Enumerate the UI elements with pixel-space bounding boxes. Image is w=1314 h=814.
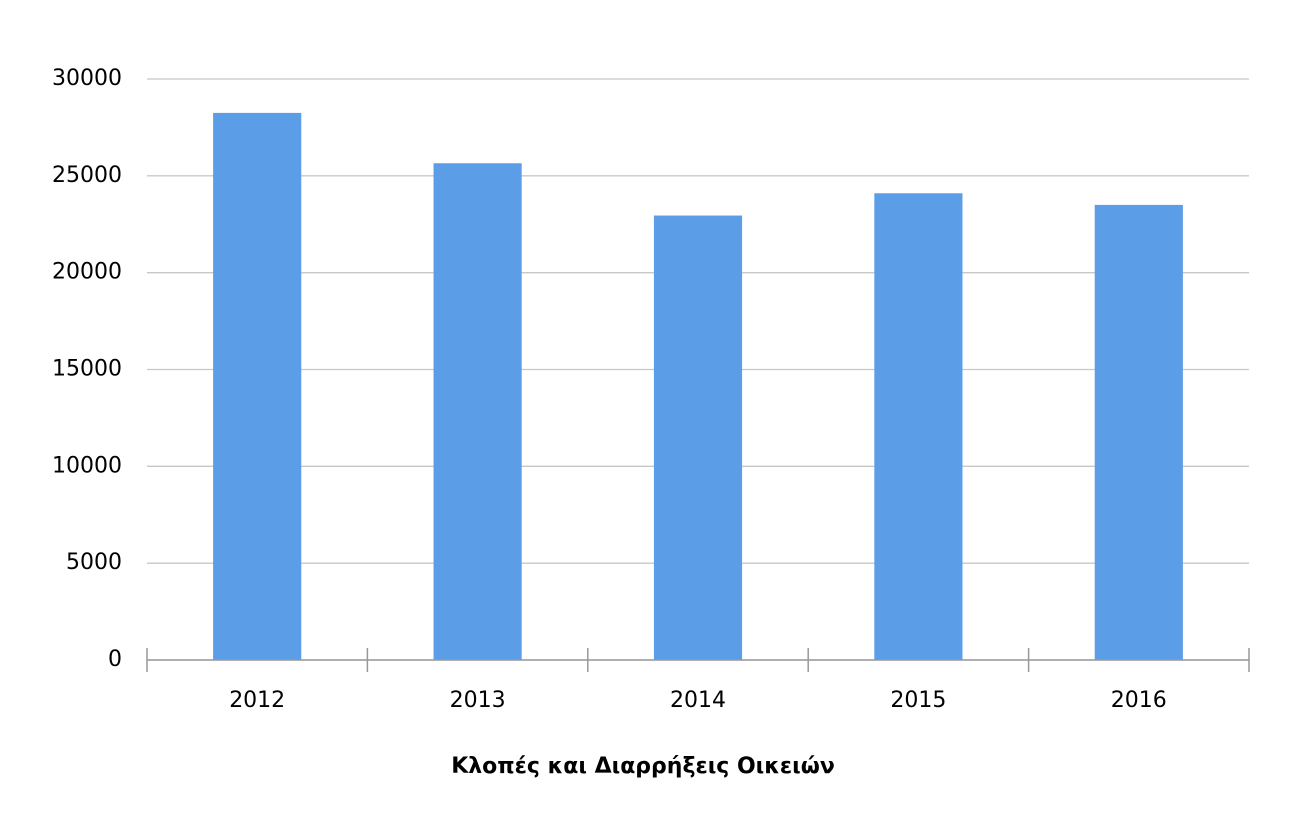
x-tick-label: 2014 xyxy=(670,688,726,713)
y-tick-label: 10000 xyxy=(52,453,122,478)
bar xyxy=(653,215,743,660)
bar xyxy=(433,163,522,660)
y-tick-label: 5000 xyxy=(66,550,122,575)
x-tick-label: 2016 xyxy=(1111,688,1167,713)
y-tick-label: 30000 xyxy=(52,66,122,91)
x-axis-title: Κλοπές και Διαρρήξεις Οικειών xyxy=(451,754,835,779)
y-tick-label: 25000 xyxy=(52,163,122,188)
bar xyxy=(874,193,963,660)
y-tick-label: 0 xyxy=(108,647,122,672)
bar xyxy=(213,112,302,661)
x-tick-label: 2015 xyxy=(890,688,946,713)
bar xyxy=(1094,204,1183,660)
x-tick-label: 2013 xyxy=(450,688,506,713)
x-tick-label: 2012 xyxy=(229,688,285,713)
y-tick-label: 15000 xyxy=(52,357,122,382)
y-tick-label: 20000 xyxy=(52,260,122,285)
